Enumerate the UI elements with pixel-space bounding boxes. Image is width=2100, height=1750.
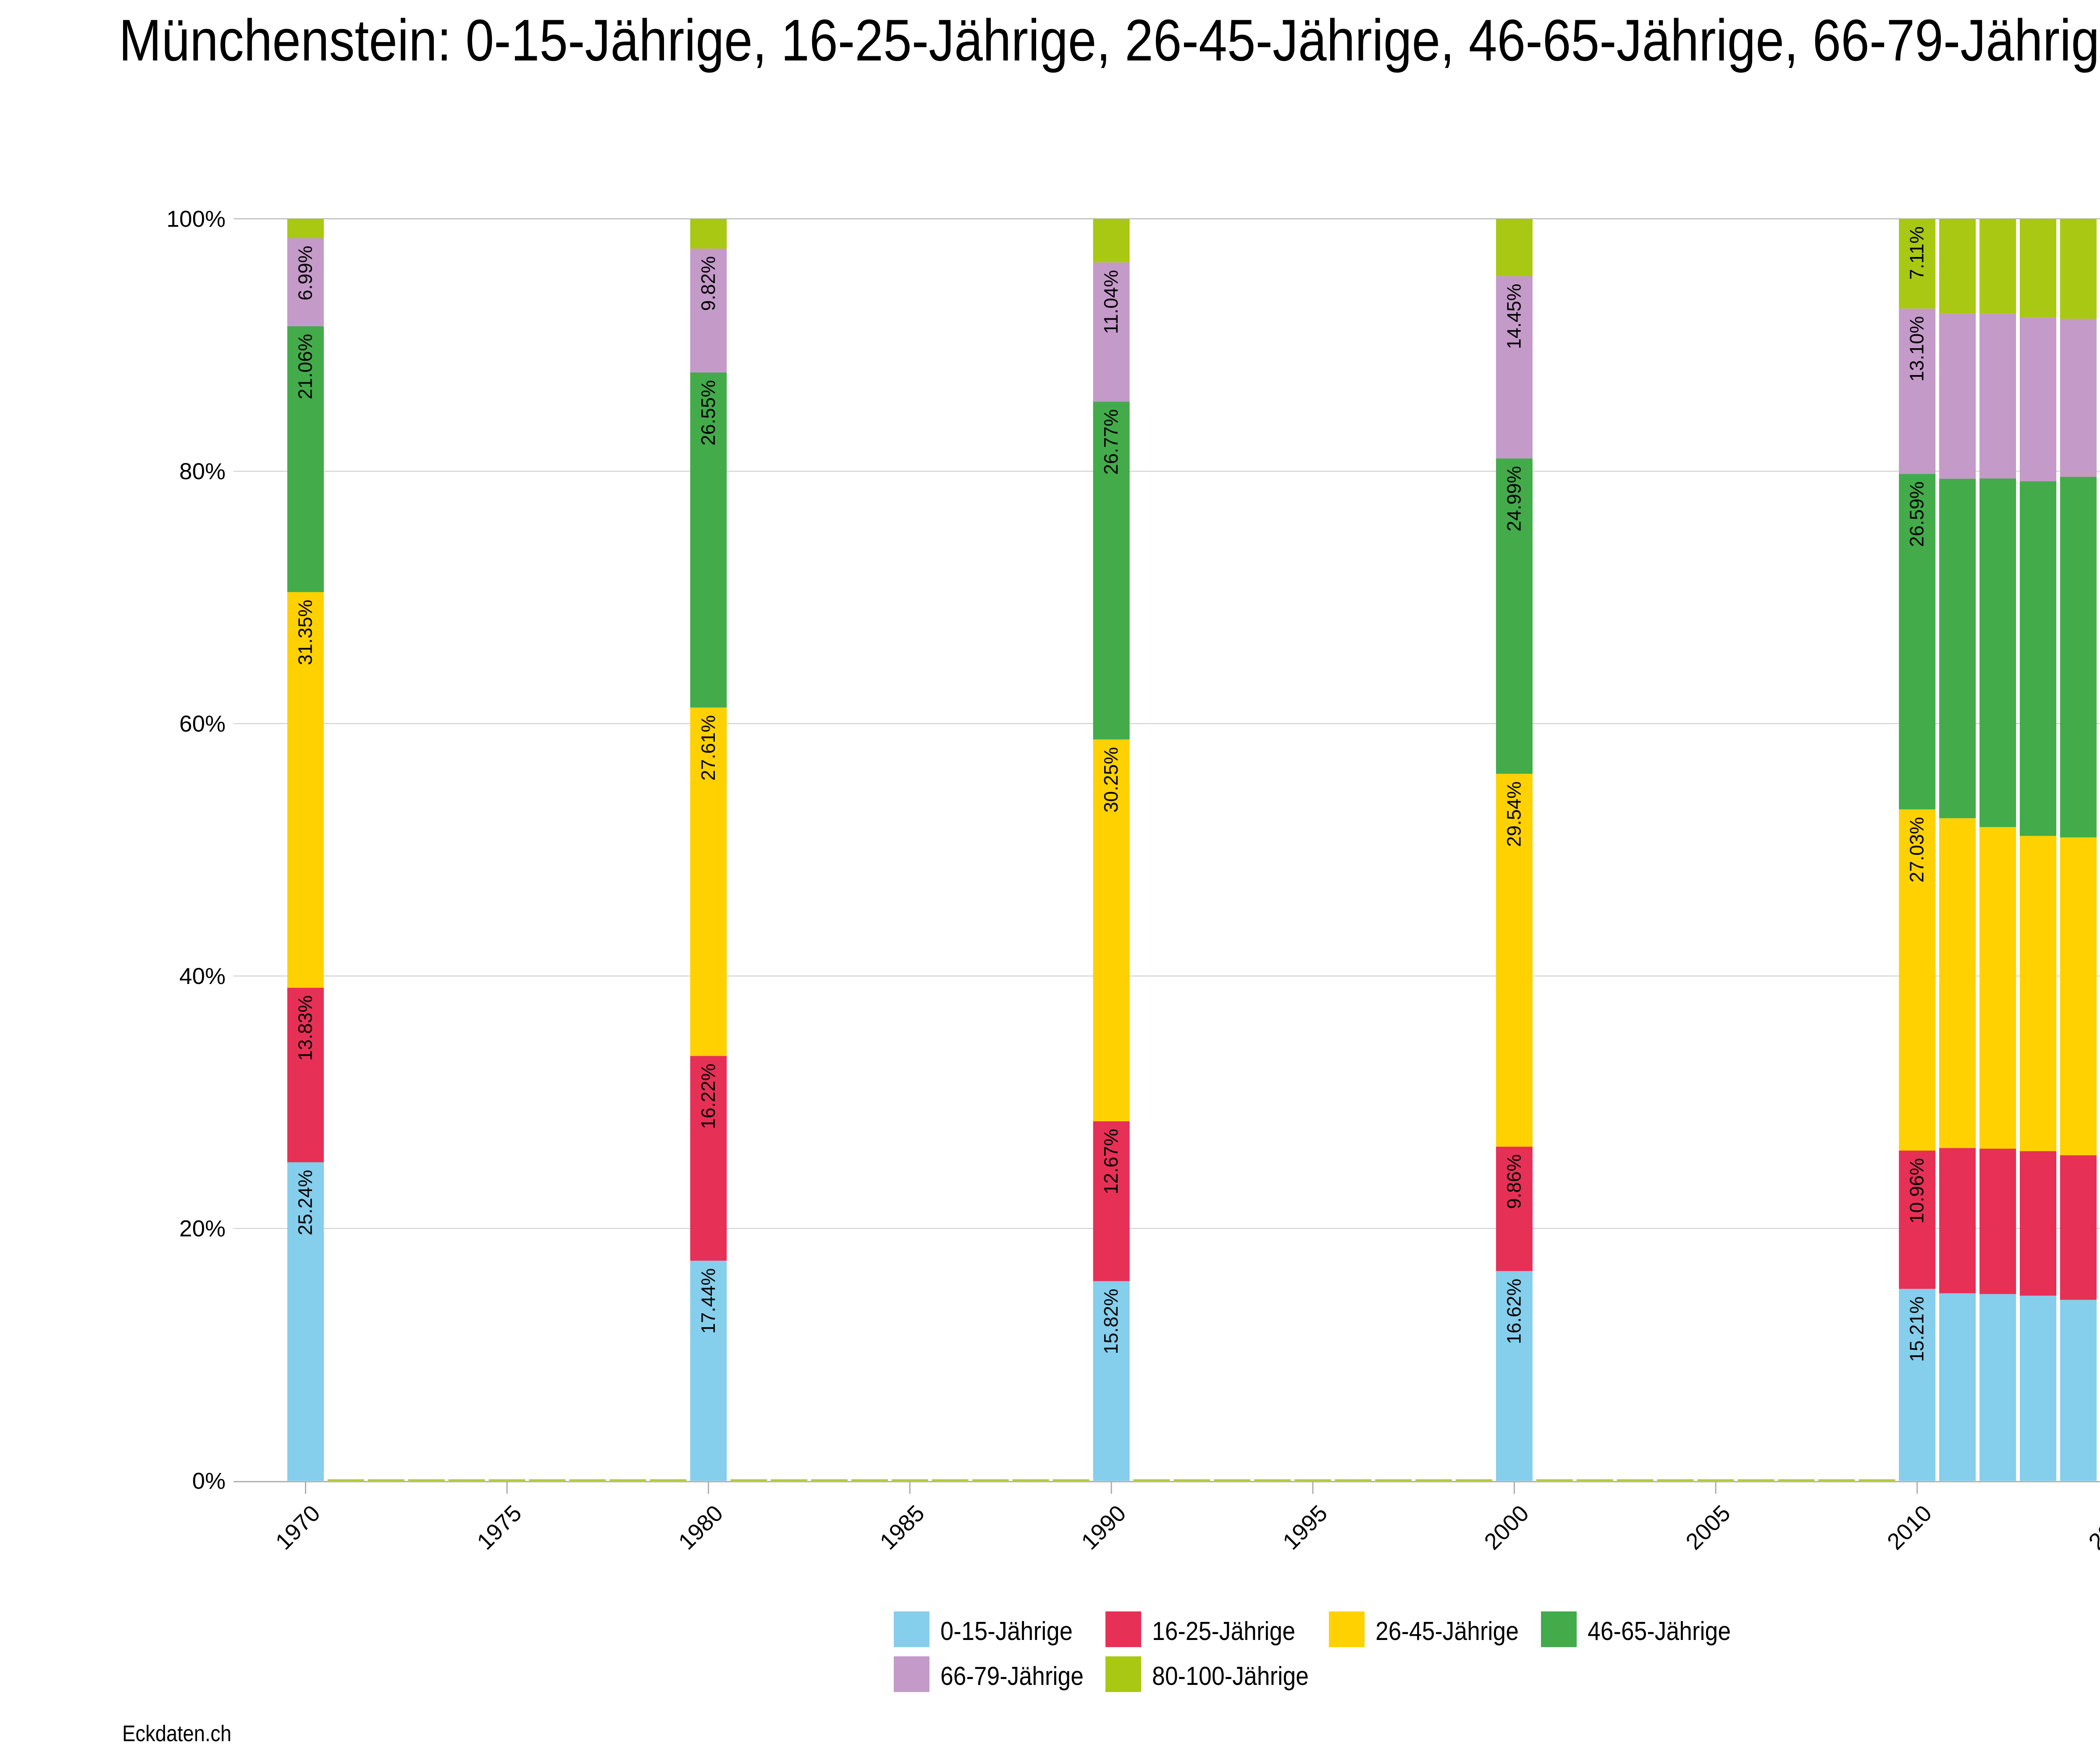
- svg-text:26.59%: 26.59%: [1906, 481, 1928, 547]
- svg-text:17.44%: 17.44%: [697, 1268, 719, 1334]
- svg-text:26.55%: 26.55%: [697, 380, 719, 446]
- svg-text:26.77%: 26.77%: [1100, 409, 1122, 475]
- svg-text:Münchenstein: 0-15-Jährige, 16: Münchenstein: 0-15-Jährige, 16-25-Jährig…: [119, 7, 2100, 73]
- svg-text:0-15-Jährige: 0-15-Jährige: [940, 1617, 1073, 1646]
- svg-text:13.10%: 13.10%: [1906, 316, 1928, 382]
- svg-text:9.82%: 9.82%: [697, 256, 719, 311]
- svg-text:15.82%: 15.82%: [1100, 1289, 1122, 1354]
- svg-text:40%: 40%: [179, 963, 226, 989]
- svg-text:14.45%: 14.45%: [1503, 283, 1525, 349]
- svg-text:80%: 80%: [179, 458, 226, 484]
- svg-text:16.22%: 16.22%: [697, 1064, 719, 1129]
- svg-text:13.83%: 13.83%: [294, 995, 316, 1061]
- svg-text:27.03%: 27.03%: [1906, 817, 1928, 882]
- svg-text:10.96%: 10.96%: [1906, 1158, 1928, 1224]
- svg-text:7.11%: 7.11%: [1906, 226, 1928, 280]
- svg-text:26-45-Jährige: 26-45-Jährige: [1376, 1617, 1519, 1646]
- svg-text:24.99%: 24.99%: [1503, 466, 1525, 532]
- svg-text:25.24%: 25.24%: [294, 1170, 316, 1236]
- svg-text:29.54%: 29.54%: [1503, 782, 1525, 847]
- svg-text:100%: 100%: [166, 206, 226, 232]
- svg-text:60%: 60%: [179, 711, 226, 737]
- svg-text:66-79-Jährige: 66-79-Jährige: [940, 1662, 1084, 1691]
- svg-text:9.86%: 9.86%: [1503, 1154, 1525, 1209]
- svg-text:20%: 20%: [179, 1215, 226, 1241]
- svg-text:6.99%: 6.99%: [294, 246, 316, 300]
- svg-text:15.21%: 15.21%: [1906, 1296, 1928, 1362]
- svg-text:80-100-Jährige: 80-100-Jährige: [1152, 1662, 1309, 1691]
- svg-text:0%: 0%: [192, 1468, 226, 1494]
- svg-text:21.06%: 21.06%: [294, 334, 316, 399]
- svg-text:30.25%: 30.25%: [1100, 747, 1122, 813]
- svg-text:31.35%: 31.35%: [294, 600, 316, 665]
- svg-text:27.61%: 27.61%: [697, 715, 719, 781]
- svg-text:12.67%: 12.67%: [1100, 1129, 1122, 1194]
- svg-text:16-25-Jährige: 16-25-Jährige: [1152, 1617, 1295, 1646]
- svg-text:Eckdaten.ch: Eckdaten.ch: [122, 1721, 231, 1746]
- svg-text:11.04%: 11.04%: [1100, 270, 1122, 334]
- svg-text:16.62%: 16.62%: [1503, 1279, 1525, 1344]
- svg-text:46-65-Jährige: 46-65-Jährige: [1588, 1617, 1731, 1646]
